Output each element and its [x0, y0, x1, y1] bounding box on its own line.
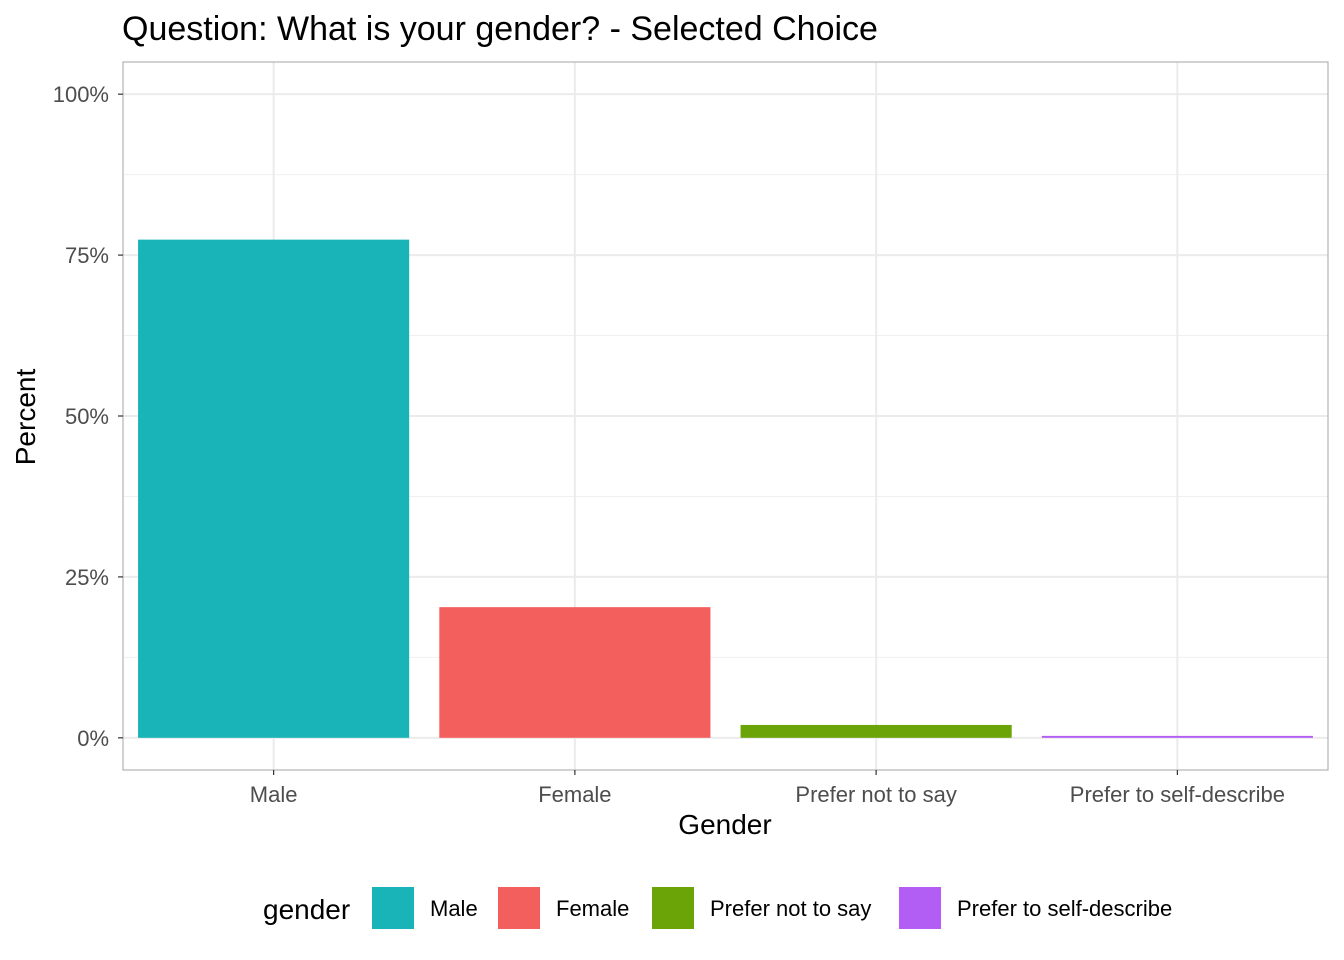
x-tick-label: Prefer to self-describe — [1070, 782, 1285, 807]
y-tick-label: 50% — [65, 404, 109, 429]
legend-title: gender — [263, 894, 350, 925]
x-axis-ticks: Male Female Prefer not to say Prefer to sel… — [250, 770, 1285, 807]
legend-key — [652, 887, 694, 929]
bar — [439, 607, 711, 738]
legend-label: Prefer not to say — [710, 896, 871, 921]
x-tick-label: Female — [538, 782, 611, 807]
x-axis-title: Gender — [678, 809, 771, 840]
legend-key — [899, 887, 941, 929]
legend-label: Female — [556, 896, 629, 921]
y-tick-label: 25% — [65, 565, 109, 590]
bar — [138, 239, 410, 738]
y-tick-label: 0% — [77, 726, 109, 751]
bar — [740, 724, 1012, 738]
bar — [1041, 735, 1313, 738]
y-axis-title: Percent — [10, 369, 41, 466]
x-tick-label: Prefer not to say — [795, 782, 956, 807]
y-tick-label: 100% — [53, 82, 109, 107]
legend-key — [372, 887, 414, 929]
chart-title: Question: What is your gender? - Selecte… — [122, 10, 878, 48]
legend: gender Male Female Prefer not to say Prefer… — [263, 887, 1172, 929]
legend-items: Male Female Prefer not to say Prefer to sel… — [372, 887, 1172, 929]
y-axis-ticks: 0% 25% 50% 75% 100% — [53, 82, 123, 751]
x-tick-label: Male — [250, 782, 298, 807]
legend-key — [498, 887, 540, 929]
y-tick-label: 75% — [65, 243, 109, 268]
legend-label: Male — [430, 896, 478, 921]
legend-label: Prefer to self-describe — [957, 896, 1172, 921]
bars — [138, 239, 1313, 738]
